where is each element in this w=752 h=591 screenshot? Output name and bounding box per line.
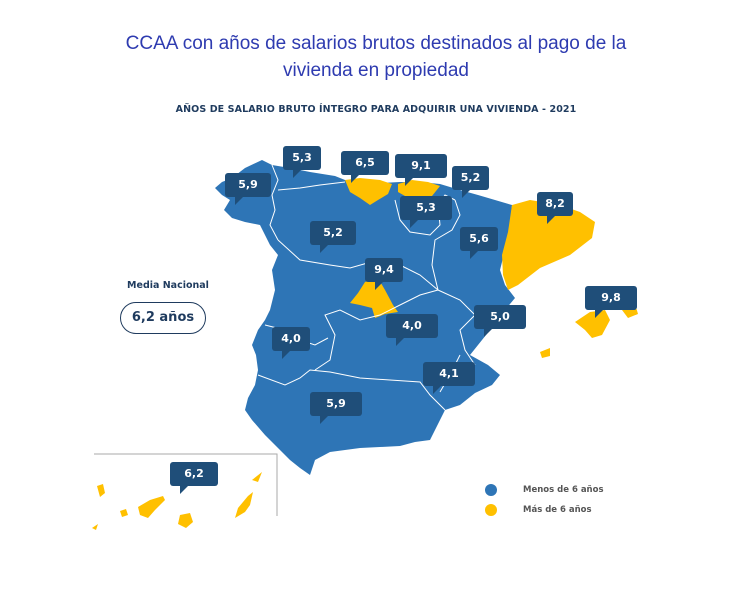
bubble-aragon: 5,6 xyxy=(460,227,498,259)
bubble-extremadura: 4,0 xyxy=(272,327,310,359)
bubble-baleares: 9,8 xyxy=(585,286,637,318)
cataluna-region-shape xyxy=(502,200,595,290)
bubble-asturias: 5,3 xyxy=(283,146,321,178)
title-line-1: CCAA con años de salarios brutos destina… xyxy=(125,33,627,54)
bubble-c-valenciana: 5,0 xyxy=(474,305,526,337)
media-nacional-value: 6,2 años xyxy=(120,302,206,334)
canarias-inset-frame xyxy=(94,453,278,516)
legend-label: Más de 6 años xyxy=(523,505,592,515)
map-legend: Menos de 6 años Más de 6 años xyxy=(485,480,604,520)
bubble-murcia: 4,1 xyxy=(423,362,475,394)
legend-item-below: Menos de 6 años xyxy=(485,480,604,500)
bubble-madrid: 9,4 xyxy=(365,258,403,290)
bubble-pais-vasco: 9,1 xyxy=(395,154,447,186)
bubble-andalucia: 5,9 xyxy=(310,392,362,424)
canarias-region-shape xyxy=(92,472,262,530)
bubble-cantabria: 6,5 xyxy=(341,151,389,183)
legend-item-above: Más de 6 años xyxy=(485,500,604,520)
yellow-dot-icon xyxy=(485,504,497,516)
blue-dot-icon xyxy=(485,484,497,496)
legend-label: Menos de 6 años xyxy=(523,485,604,495)
mainland-region-shape xyxy=(215,160,515,475)
bubble-la-rioja: 5,3 xyxy=(400,196,452,228)
page-title: CCAA con años de salarios brutos destina… xyxy=(0,30,752,84)
bubble-castilla-la-mancha: 4,0 xyxy=(386,314,438,346)
cantabria-region-shape xyxy=(345,178,392,205)
bubble-navarra: 5,2 xyxy=(452,166,489,198)
madrid-region-shape xyxy=(350,278,398,318)
title-line-2: vivienda en propiedad xyxy=(283,60,469,81)
chart-subtitle: AÑOS DE SALARIO BRUTO ÍNTEGRO PARA ADQUI… xyxy=(175,104,577,115)
baleares-region-shape xyxy=(540,307,638,358)
bubble-galicia: 5,9 xyxy=(225,173,271,205)
bubble-canarias: 6,2 xyxy=(170,462,218,494)
bubble-cataluna: 8,2 xyxy=(537,192,573,224)
bubble-castilla-leon: 5,2 xyxy=(310,221,356,253)
media-nacional-label: Media Nacional xyxy=(127,280,209,291)
